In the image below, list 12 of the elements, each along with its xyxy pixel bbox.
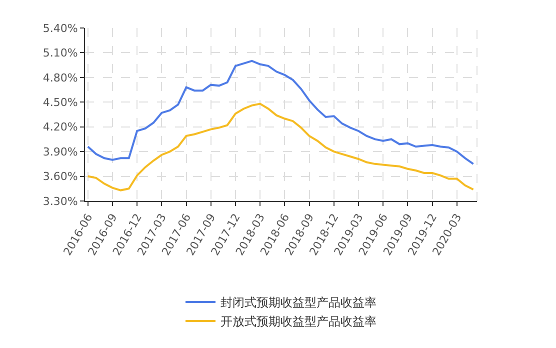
line-series: [86, 102, 474, 192]
legend-label: 开放式预期收益型产品收益率: [220, 314, 376, 329]
y-tick-label: 5.10%: [42, 46, 78, 60]
y-tick-label: 3.30%: [42, 194, 78, 208]
y-tick-label: 4.80%: [42, 71, 78, 84]
y-tick-label: 4.20%: [42, 120, 78, 134]
y-tick-label: 5.40%: [42, 22, 78, 35]
legend-label: 封闭式预期收益型产品收益率: [220, 296, 376, 310]
y-tick-label: 3.90%: [42, 145, 78, 158]
y-tick-label: 3.60%: [42, 170, 78, 184]
y-tick-label: 4.50%: [42, 96, 78, 109]
line-series: [86, 60, 474, 165]
